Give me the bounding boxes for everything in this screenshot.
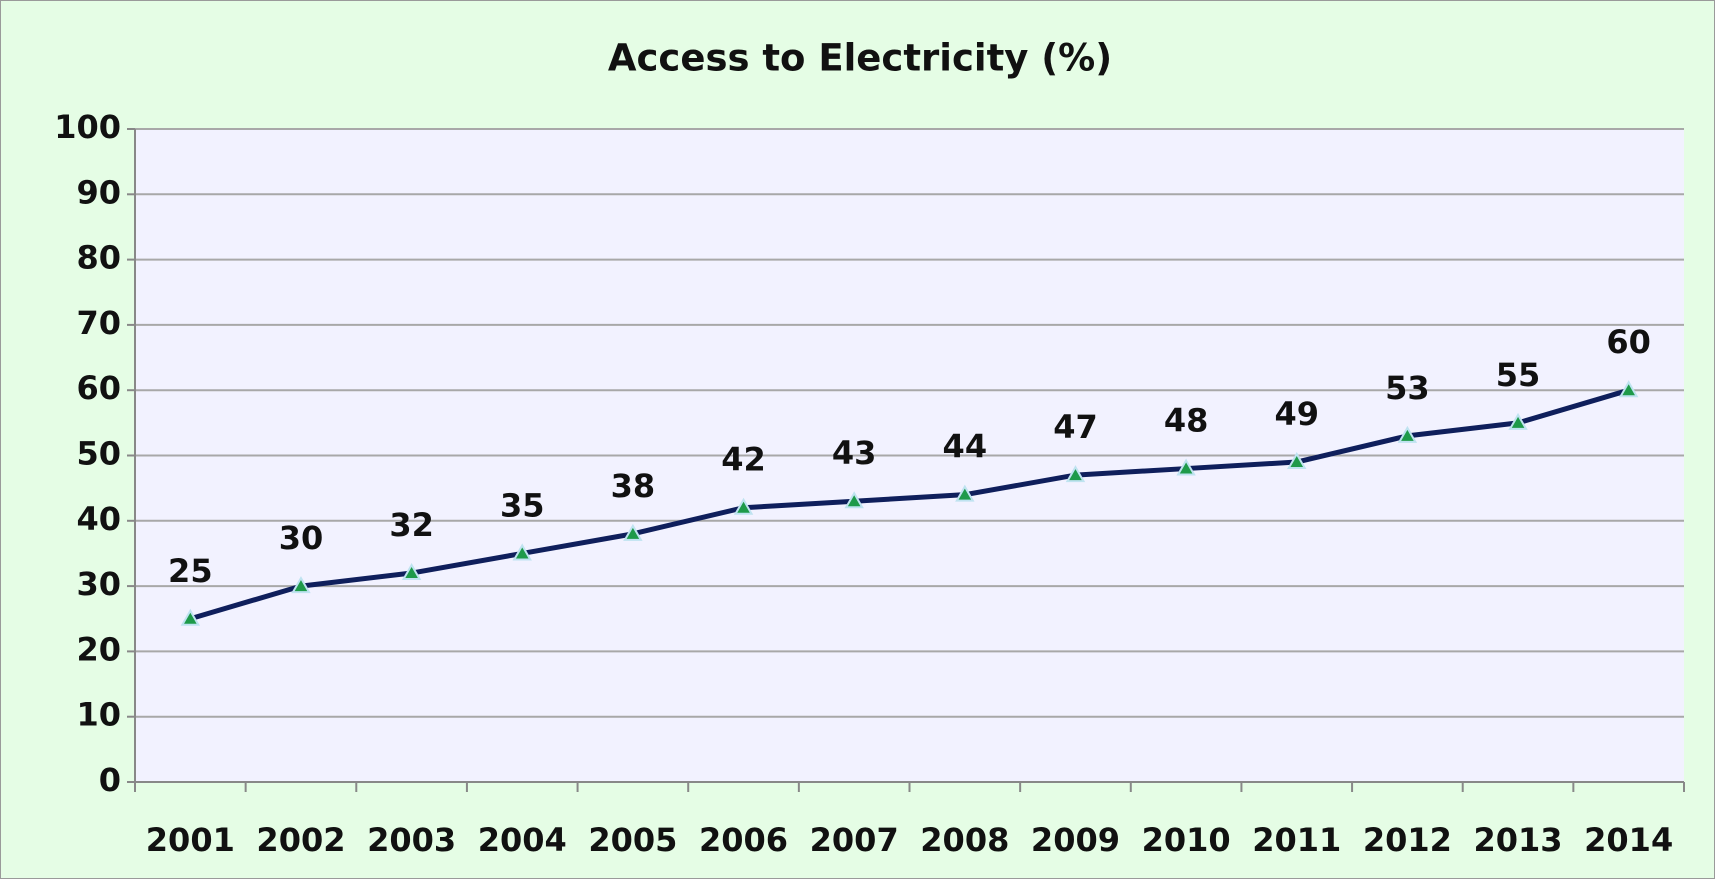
x-tick-label: 2001: [146, 821, 235, 859]
data-label: 42: [721, 441, 766, 479]
data-label: 38: [611, 467, 656, 505]
y-tick-label: 90: [76, 173, 121, 211]
marker: [401, 563, 422, 581]
y-tick-label: 60: [76, 369, 121, 407]
marker: [1618, 380, 1639, 398]
x-tick-label: 2011: [1252, 821, 1341, 859]
data-label: 30: [279, 519, 324, 557]
y-tick-label: 0: [99, 761, 121, 799]
marker: [1176, 458, 1196, 476]
y-tick-label: 50: [76, 435, 121, 473]
y-tick-label: 100: [54, 108, 121, 146]
x-tick-label: 2007: [810, 821, 899, 859]
marker: [291, 576, 311, 594]
data-label: 32: [389, 506, 434, 544]
y-tick-label: 40: [76, 500, 121, 538]
marker: [512, 543, 532, 561]
marker: [733, 497, 754, 515]
marker: [1287, 452, 1307, 470]
x-tick-label: 2014: [1584, 821, 1673, 859]
data-label: 35: [500, 486, 545, 524]
x-tick-label: 2009: [1031, 821, 1120, 859]
data-label: 25: [168, 552, 213, 590]
marker: [844, 491, 864, 509]
data-label: 55: [1496, 356, 1541, 394]
y-tick-label: 80: [76, 239, 121, 277]
data-label: 47: [1053, 408, 1098, 446]
data-label: 43: [832, 434, 877, 472]
data-label: 48: [1164, 402, 1209, 440]
marker: [1397, 425, 1418, 443]
x-tick-label: 2008: [920, 821, 1009, 859]
data-label: 44: [943, 428, 988, 466]
data-label: 49: [1274, 395, 1319, 433]
x-tick-label: 2010: [1142, 821, 1231, 859]
marker: [1508, 412, 1528, 430]
x-tick-label: 2013: [1474, 821, 1563, 859]
y-tick-label: 70: [76, 304, 121, 342]
data-label: 60: [1606, 323, 1651, 361]
y-tick-label: 20: [76, 630, 121, 668]
line: [189, 387, 1630, 622]
marker: [623, 523, 643, 541]
x-tick-label: 2012: [1363, 821, 1452, 859]
data-label: 53: [1385, 369, 1430, 407]
y-tick-label: 30: [76, 565, 121, 603]
x-tick-label: 2005: [588, 821, 677, 859]
y-tick-label: 10: [76, 696, 121, 734]
marker: [1065, 465, 1086, 483]
chart-title: Access to Electricity (%): [608, 37, 1112, 80]
x-tick-label: 2002: [256, 821, 345, 859]
x-tick-label: 2004: [478, 821, 567, 859]
marker: [955, 484, 975, 502]
x-tick-label: 2006: [699, 821, 788, 859]
marker: [180, 608, 201, 626]
x-tick-label: 2003: [367, 821, 456, 859]
